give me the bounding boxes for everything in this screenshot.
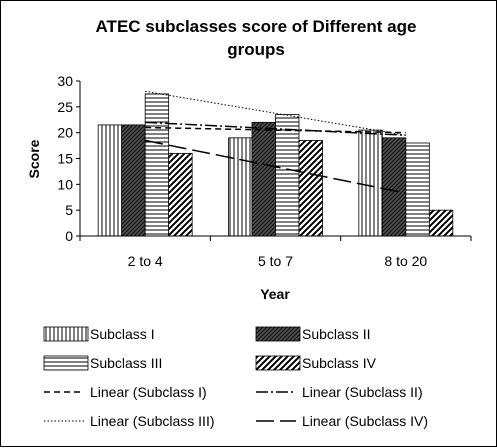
legend-label-subclass-iii: Subclass III [90,355,162,371]
legend-label-linear-subclass-iii: Linear (Subclass III) [90,413,215,429]
x-tick-label: 8 to 20 [384,253,427,269]
legend-label-linear-subclass-i: Linear (Subclass I) [90,384,207,400]
y-tick-label: 20 [57,125,73,141]
legend-label-linear-subclass-iv: Linear (Subclass IV) [302,413,428,429]
bar-subclass-i-5-to-7 [228,137,253,237]
chart-title-line2: groups [227,40,285,59]
bar-subclass-iii-5-to-7 [275,114,300,237]
trendlines-layer [145,90,406,194]
y-tick-label: 5 [65,202,73,218]
y-tick-label: 30 [57,73,73,89]
x-ticks: 2 to 4 5 to 7 8 to 20 [79,236,472,269]
trendline-linear-subclass-i [145,126,406,134]
y-tick-label: 0 [65,228,73,244]
bar-subclass-i-2-to-4 [97,124,123,237]
bar-subclass-i-8-to-20 [358,129,383,237]
y-tick-label: 25 [57,99,73,115]
legend-swatch-subclass-i [43,326,89,342]
bar-subclass-ii-5-to-7 [251,121,276,237]
x-tick-label: 5 to 7 [258,253,293,269]
x-axis-label: Year [260,286,290,302]
legend-swatch-subclass-ii [255,326,301,342]
legend-label-subclass-ii: Subclass II [302,326,370,342]
bar-subclass-iv-8-to-20 [428,209,454,237]
y-axis-label: Score [26,139,42,178]
bar-subclass-ii-8-to-20 [381,137,407,237]
x-tick-label: 2 to 4 [128,253,163,269]
bar-subclass-iii-2-to-4 [144,93,170,237]
y-tick-label: 15 [57,151,73,167]
bars-layer [97,93,454,237]
legend-label-subclass-iv: Subclass IV [302,355,377,371]
legend-label-linear-subclass-ii: Linear (Subclass II) [302,384,423,400]
legend: Subclass I Subclass II Subclass III Subclas… [43,326,428,429]
y-ticks: 0 5 10 15 20 25 30 [57,73,80,244]
trendline-linear-subclass-iv [145,139,406,194]
y-tick-label: 10 [57,176,73,192]
trendline-linear-subclass-ii [145,121,406,136]
legend-swatch-subclass-iv [255,355,301,371]
legend-label-subclass-i: Subclass I [90,326,155,342]
legend-swatch-subclass-iii [43,355,89,371]
bar-subclass-iv-2-to-4 [168,152,193,237]
bar-subclass-ii-2-to-4 [121,124,146,237]
bar-subclass-iii-8-to-20 [405,142,430,237]
bar-subclass-iv-5-to-7 [298,140,323,237]
chart-title-line1: ATEC subclasses score of Different age [96,17,417,36]
